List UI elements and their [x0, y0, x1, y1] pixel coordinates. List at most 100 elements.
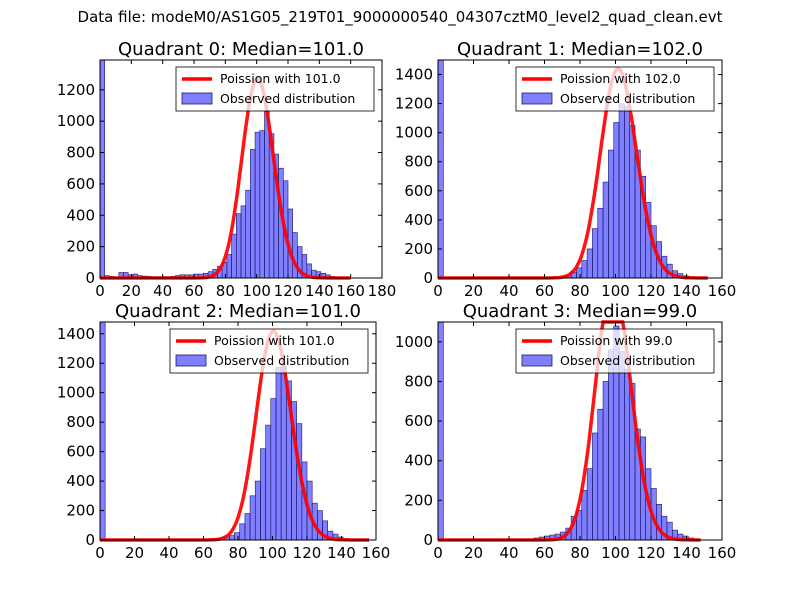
x-tick-label: 120: [637, 282, 666, 300]
x-tick-label: 100: [601, 544, 630, 562]
histogram-bar: [586, 248, 593, 279]
x-tick-label: 20: [464, 544, 483, 562]
histogram-bar: [99, 59, 105, 279]
histogram-bar: [437, 321, 444, 541]
legend-label-observed: Observed distribution: [214, 353, 349, 368]
x-tick-label: 120: [637, 544, 666, 562]
histogram-bar: [236, 213, 242, 279]
y-tick-label: 1200: [57, 354, 95, 372]
x-tick-label: 140: [672, 544, 701, 562]
x-tick-label: 40: [153, 282, 172, 300]
x-tick-label: 140: [327, 544, 356, 562]
legend-box: [515, 66, 715, 112]
x-tick-label: 180: [368, 282, 397, 300]
histogram-bar: [624, 369, 630, 541]
histogram-bar: [586, 468, 593, 541]
y-tick-label: 1000: [57, 384, 95, 402]
y-tick-label: 0: [85, 531, 95, 549]
y-tick-label: 200: [66, 238, 95, 256]
y-tick-label: 1200: [395, 95, 433, 113]
histogram-bar: [254, 131, 261, 279]
x-tick-label: 60: [184, 282, 203, 300]
y-tick-label: 200: [404, 491, 433, 509]
histogram-bar: [437, 59, 444, 279]
x-tick-label: 140: [672, 282, 701, 300]
legend: Poission with 102.0 Observed distribution: [515, 66, 715, 112]
histogram-bars: [437, 321, 700, 541]
x-tick-label: 60: [535, 544, 554, 562]
x-tick-label: 0: [95, 282, 105, 300]
legend-label-poisson: Poission with 101.0: [214, 333, 335, 348]
histogram-bar: [602, 181, 609, 279]
histogram-bar: [618, 103, 625, 279]
y-tick-label: 400: [404, 452, 433, 470]
histogram-bar: [226, 254, 232, 279]
histogram-bar: [250, 149, 256, 279]
histogram-bar: [249, 495, 256, 541]
x-tick-label: 0: [95, 544, 105, 562]
legend-patch-swatch: [175, 354, 207, 367]
x-tick-label: 60: [535, 282, 554, 300]
histogram-bar: [602, 381, 609, 541]
y-tick-label: 1400: [395, 66, 433, 84]
histogram-bar: [239, 523, 246, 541]
histogram-bar: [280, 365, 287, 541]
legend-label-observed: Observed distribution: [560, 91, 695, 106]
histogram-bar: [265, 424, 272, 541]
x-tick-label: 120: [274, 282, 303, 300]
histogram-bar: [229, 535, 235, 541]
subplot-title: Quadrant 2: Median=101.0: [115, 301, 361, 322]
y-tick-label: 1000: [395, 333, 433, 351]
legend-label-poisson: Poission with 102.0: [560, 71, 681, 86]
x-tick-label: 0: [433, 544, 443, 562]
histogram-bar: [597, 207, 604, 279]
histogram-bar: [592, 432, 599, 541]
x-tick-label: 100: [601, 282, 630, 300]
legend-label-observed: Observed distribution: [220, 91, 355, 106]
subplot-quadrant-2: 0 20 40 60 80 100 120 140 160 0 200 400 600 800 1000 12…: [57, 301, 391, 562]
legend-label-poisson: Poission with 101.0: [220, 71, 341, 86]
y-tick-label: 1000: [395, 124, 433, 142]
x-tick-label: 120: [293, 544, 322, 562]
y-tick-label: 800: [66, 413, 95, 431]
histogram-bar: [259, 130, 265, 279]
axes-frame: [99, 59, 383, 279]
x-tick-label: 100: [258, 544, 287, 562]
subplot-quadrant-1: 0 20 40 60 80 100 120 140 160 0 200 400 600 800 1000 12…: [395, 39, 737, 300]
x-tick-label: 160: [708, 282, 737, 300]
y-tick-label: 600: [66, 443, 95, 461]
histogram-bar: [270, 398, 277, 541]
x-tick-label: 60: [194, 544, 213, 562]
x-tick-label: 40: [499, 282, 518, 300]
histogram-bar: [592, 228, 599, 279]
y-tick-label: 1000: [57, 112, 95, 130]
y-tick-label: 400: [404, 211, 433, 229]
y-tick-label: 800: [404, 153, 433, 171]
legend: Poission with 99.0 Observed distribution: [515, 328, 715, 374]
x-tick-label: 40: [159, 544, 178, 562]
x-tick-label: 80: [570, 282, 589, 300]
y-tick-label: 0: [85, 269, 95, 287]
y-tick-label: 1200: [57, 81, 95, 99]
x-tick-label: 80: [570, 544, 589, 562]
x-tick-label: 20: [464, 282, 483, 300]
histogram-bar: [618, 351, 625, 541]
y-tick-label: 1400: [57, 325, 95, 343]
y-tick-label: 600: [404, 412, 433, 430]
x-tick-label: 0: [433, 282, 443, 300]
histogram-bar: [608, 149, 615, 279]
subplot-title: Quadrant 0: Median=101.0: [118, 39, 364, 60]
histogram-bar: [254, 480, 261, 541]
histogram-bar: [234, 532, 241, 541]
x-tick-label: 20: [122, 282, 141, 300]
histogram-bar: [231, 233, 237, 279]
y-tick-label: 400: [66, 472, 95, 490]
legend-patch-swatch: [521, 354, 553, 367]
y-tick-label: 200: [404, 240, 433, 258]
figure-suptitle: Data file: modeM0/AS1G05_219T01_90000005…: [77, 8, 723, 26]
subplot-quadrant-0: 0 20 40 60 80 100 120 140 160 180 0 200 400 600 800 100…: [57, 39, 397, 300]
y-tick-label: 800: [404, 372, 433, 390]
x-tick-label: 140: [305, 282, 334, 300]
histogram-bar: [245, 189, 251, 279]
